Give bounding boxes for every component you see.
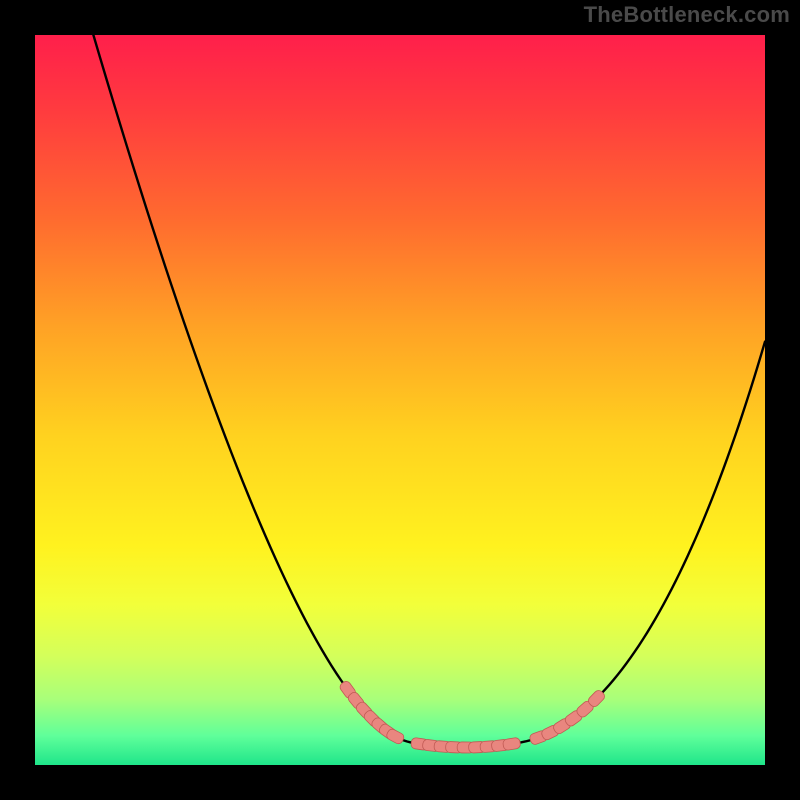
plot-area: [35, 35, 765, 765]
watermark-text: TheBottleneck.com: [584, 2, 790, 28]
gradient-background: [35, 35, 765, 765]
stage: TheBottleneck.com: [0, 0, 800, 800]
chart-svg: [35, 35, 765, 765]
